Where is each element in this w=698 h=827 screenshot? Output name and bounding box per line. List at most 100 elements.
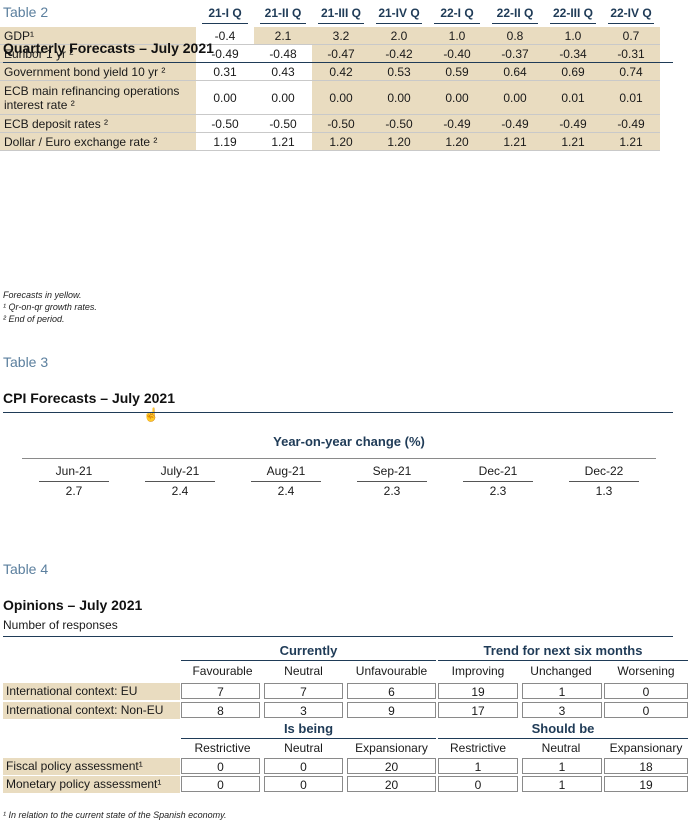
table2-note: ² End of period. <box>3 314 65 324</box>
group-trend: Trend for next six months <box>483 643 643 658</box>
cpi-column: Aug-21 2.4 <box>251 464 321 498</box>
cpi-period: Dec-22 <box>584 464 624 478</box>
table2-label: Table 2 <box>3 4 49 20</box>
table3-title-rule <box>3 412 673 413</box>
table-row: GDP¹ -0.4 2.1 3.2 2.0 1.0 0.8 1.0 0.7 <box>0 26 660 45</box>
cpi-value: 2.4 <box>171 484 189 498</box>
row-label: ECB main refinancing operations interest… <box>0 80 196 115</box>
table-cell: 0.00 <box>196 80 254 115</box>
table-cell: 19 <box>438 683 518 699</box>
cpi-value: 2.3 <box>383 484 401 498</box>
table-cell: 0.59 <box>428 62 486 81</box>
table-cell: -0.49 <box>428 114 486 133</box>
table-cell: -0.37 <box>486 44 544 63</box>
table-cell: 1 <box>438 758 518 774</box>
col-header: 22-I Q <box>428 0 486 27</box>
table-cell: 0.00 <box>254 80 312 115</box>
col-header: 21-IV Q <box>370 0 428 27</box>
row-label: Fiscal policy assessment¹ <box>3 758 180 775</box>
table-cell: 1 <box>522 776 602 792</box>
table-cell: 0 <box>438 776 518 792</box>
table-cell: 20 <box>347 758 436 774</box>
col-restrictive: Restrictive <box>449 741 506 755</box>
table-cell: 19 <box>604 776 688 792</box>
row-label: International context: EU <box>3 683 180 700</box>
table-cell: 1 <box>522 683 602 699</box>
table-cell: 0 <box>264 776 343 792</box>
table-cell: 0 <box>264 758 343 774</box>
table-cell: 1.0 <box>428 26 486 45</box>
table-cell: -0.31 <box>602 44 660 63</box>
table-cell: 0.7 <box>602 26 660 45</box>
table-cell: -0.40 <box>428 44 486 63</box>
table-cell: -0.34 <box>544 44 602 63</box>
table-cell: -0.50 <box>312 114 370 133</box>
row-label: ECB deposit rates ² <box>0 114 196 133</box>
col-expansionary: Expansionary <box>355 741 428 755</box>
table-cell: 1.21 <box>486 132 544 151</box>
row-label: Monetary policy assessment¹ <box>3 776 180 793</box>
group-rule <box>438 738 688 739</box>
hand-cursor-icon: ☝ <box>143 407 160 422</box>
col-neutral: Neutral <box>541 741 581 755</box>
table4-title: Opinions – July 2021 <box>3 597 143 613</box>
table-cell: 0 <box>181 758 260 774</box>
cpi-period: Dec-21 <box>478 464 518 478</box>
cpi-value: 2.7 <box>65 484 83 498</box>
table-cell: 0.42 <box>312 62 370 81</box>
col-header: 21-I Q <box>196 0 254 27</box>
table4-note: ¹ In relation to the current state of th… <box>3 810 227 820</box>
table-cell: 0.01 <box>602 80 660 115</box>
col-neutral: Neutral <box>284 741 323 755</box>
cpi-column: Sep-21 2.3 <box>357 464 427 498</box>
cpi-value: 2.4 <box>277 484 295 498</box>
table-cell: 0 <box>604 702 688 718</box>
col-header: 22-II Q <box>486 0 544 27</box>
cpi-period: Jun-21 <box>55 464 93 478</box>
table-row: Dollar / Euro exchange rate ² 1.19 1.21 … <box>0 132 660 151</box>
table-cell: 1.20 <box>428 132 486 151</box>
table-cell: -0.47 <box>312 44 370 63</box>
cpi-period: Aug-21 <box>266 464 306 478</box>
cpi-subtitle: Year-on-year change (%) <box>273 434 425 449</box>
table-cell: 9 <box>347 702 436 718</box>
col-worsening: Worsening <box>617 664 675 678</box>
row-label: GDP¹ <box>0 26 196 45</box>
table-cell: 2.0 <box>370 26 428 45</box>
table2-title-rule <box>3 62 673 63</box>
quarterly-forecasts-table: 21-I Q 21-II Q 21-III Q 21-IV Q 22-I Q 2… <box>0 0 660 151</box>
table-cell: -0.48 <box>254 44 312 63</box>
table-cell: 6 <box>347 683 436 699</box>
row-label: Government bond yield 10 yr ² <box>0 62 196 81</box>
table-cell: 18 <box>604 758 688 774</box>
table4-subtitle: Number of responses <box>3 618 118 632</box>
row-label: Euribor 1 yr ² <box>0 44 196 63</box>
col-header: 22-IV Q <box>602 0 660 27</box>
cpi-period: Sep-21 <box>372 464 412 478</box>
group-currently: Currently <box>279 643 338 658</box>
table-cell: 7 <box>181 683 260 699</box>
table3-title: CPI Forecasts – July 2021 <box>3 390 175 406</box>
table-cell: 0.69 <box>544 62 602 81</box>
col-unchanged: Unchanged <box>530 664 592 678</box>
table-cell: 0 <box>604 683 688 699</box>
cpi-column: Dec-22 1.3 <box>569 464 639 498</box>
table-cell: -0.50 <box>370 114 428 133</box>
col-header: 21-III Q <box>312 0 370 27</box>
row-label: International context: Non-EU <box>3 702 180 719</box>
table4-title-rule <box>3 636 673 637</box>
table-cell: 0.00 <box>428 80 486 115</box>
col-expansionary: Expansionary <box>609 741 683 755</box>
table-cell: -0.49 <box>486 114 544 133</box>
table-cell: 0 <box>181 776 260 792</box>
table-cell: 20 <box>347 776 436 792</box>
table-cell: 0.64 <box>486 62 544 81</box>
table-cell: 0.43 <box>254 62 312 81</box>
cpi-value: 2.3 <box>489 484 507 498</box>
cpi-column: Jun-21 2.7 <box>39 464 109 498</box>
table-row: ECB main refinancing operations interest… <box>0 80 660 115</box>
cpi-column: July-21 2.4 <box>145 464 215 498</box>
cpi-period: July-21 <box>160 464 200 478</box>
col-unfavourable: Unfavourable <box>355 664 428 678</box>
cpi-column: Dec-21 2.3 <box>463 464 533 498</box>
